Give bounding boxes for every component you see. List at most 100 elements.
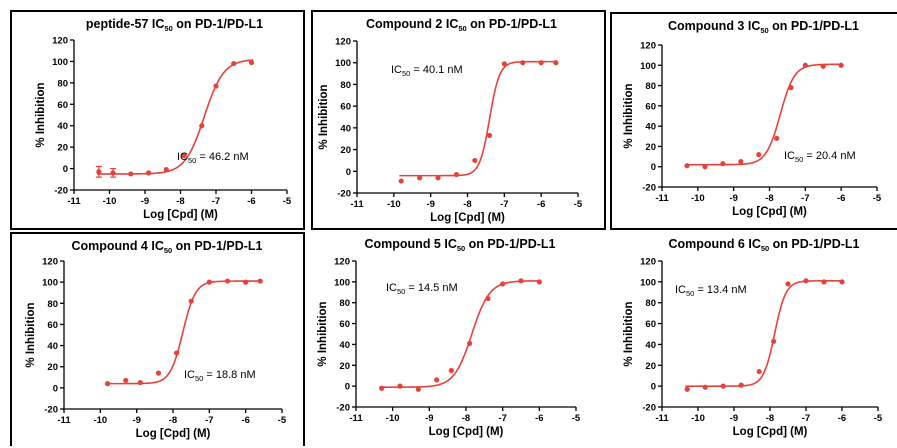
y-tick-label: 0 bbox=[651, 382, 656, 393]
ic50-value: = 20.4 nM bbox=[803, 150, 855, 162]
data-point bbox=[174, 350, 180, 356]
y-tick-label: 0 bbox=[53, 383, 58, 394]
x-tick-label: -8 bbox=[463, 199, 471, 210]
ic50-value: = 40.1 nM bbox=[410, 64, 462, 76]
y-tick-label: -20 bbox=[642, 183, 656, 194]
chart-title-rest: on PD-1/PD-L1 bbox=[467, 17, 557, 31]
data-point bbox=[774, 135, 780, 141]
chart-panel-compound-3: Compound 3 IC50 on PD-1/PD-L1 -20 0 20 40 60 8… bbox=[610, 12, 897, 230]
chart-title-subscript: 50 bbox=[457, 244, 465, 253]
y-tick-label: 0 bbox=[345, 382, 350, 393]
x-axis-label: Log [Cpd] (M) bbox=[143, 209, 218, 221]
ic50-value: = 14.5 nM bbox=[405, 282, 457, 294]
data-point bbox=[398, 178, 404, 184]
x-tick-label: -11 bbox=[67, 196, 81, 207]
x-tick-label: -10 bbox=[386, 413, 400, 424]
x-tick-label: -10 bbox=[103, 196, 117, 207]
x-tick-label: -11 bbox=[350, 199, 364, 210]
y-tick-label: 0 bbox=[63, 164, 68, 175]
x-tick-label: -6 bbox=[838, 413, 846, 424]
y-tick-label: 20 bbox=[339, 361, 350, 372]
data-point bbox=[821, 279, 827, 285]
y-tick-label: 100 bbox=[42, 278, 58, 289]
x-tick-label: -8 bbox=[766, 413, 774, 424]
x-tick-label: -8 bbox=[169, 415, 177, 426]
data-point bbox=[802, 62, 808, 68]
x-tick-label: -6 bbox=[535, 413, 543, 424]
chart-title-rest: on PD-1/PD-L1 bbox=[465, 237, 555, 251]
x-axis-label: Log [Cpd] (M) bbox=[733, 426, 808, 438]
y-tick-label: 100 bbox=[334, 277, 350, 288]
x-tick-label: -5 bbox=[283, 196, 292, 207]
chart-panel-peptide-57: peptide-57 IC50 on PD-1/PD-L1 -20 0 20 40 60 8… bbox=[10, 10, 305, 230]
data-point bbox=[188, 298, 194, 304]
data-point bbox=[137, 379, 143, 386]
y-tick-label: 40 bbox=[645, 340, 656, 351]
x-axis-label: Log [Cpd] (M) bbox=[732, 206, 807, 218]
x-tick-label: -6 bbox=[537, 199, 545, 210]
data-point bbox=[785, 281, 791, 287]
data-point bbox=[181, 153, 187, 159]
y-tick-label: 40 bbox=[47, 341, 58, 352]
chart-title-subscript: 50 bbox=[761, 244, 769, 253]
data-point bbox=[379, 385, 385, 391]
y-tick-label: 80 bbox=[645, 298, 656, 309]
data-point bbox=[771, 338, 777, 344]
data-point bbox=[487, 132, 493, 139]
data-point bbox=[110, 170, 116, 176]
data-point bbox=[397, 383, 403, 389]
chart-title-rest: on PD-1/PD-L1 bbox=[172, 239, 262, 253]
y-tick-label: 40 bbox=[645, 122, 656, 133]
chart-svg: Compound 5 IC50 on PD-1/PD-L1-2002040608… bbox=[317, 237, 581, 438]
chart-title-main: Compound 2 IC bbox=[366, 17, 458, 31]
data-point bbox=[820, 63, 826, 69]
x-tick-label: -11 bbox=[57, 415, 71, 426]
data-point bbox=[684, 386, 690, 392]
x-tick-label: -8 bbox=[462, 413, 470, 424]
y-tick-label: 60 bbox=[339, 319, 350, 330]
chart-title-rest: on PD-1/PD-L1 bbox=[769, 19, 859, 33]
y-axis-label: % Inhibition bbox=[25, 302, 37, 367]
x-tick-label: -5 bbox=[874, 413, 883, 424]
chart-title-main: Compound 4 IC bbox=[72, 239, 164, 253]
y-tick-label: 40 bbox=[339, 340, 350, 351]
y-tick-label: 120 bbox=[52, 36, 68, 47]
x-tick-label: -10 bbox=[691, 413, 705, 424]
chart-svg: Compound 6 IC50 on PD-1/PD-L1-2002040608… bbox=[623, 237, 883, 438]
data-point bbox=[163, 167, 169, 173]
data-point bbox=[243, 279, 249, 285]
data-point bbox=[756, 368, 762, 375]
x-tick-label: -7 bbox=[802, 413, 810, 424]
data-point bbox=[702, 384, 708, 390]
data-point bbox=[756, 151, 762, 158]
y-tick-label: 100 bbox=[52, 57, 68, 68]
y-tick-label: -20 bbox=[337, 189, 351, 200]
y-tick-label: 120 bbox=[640, 41, 656, 52]
fit-curve bbox=[379, 280, 542, 388]
data-point bbox=[518, 278, 524, 284]
fit-curve bbox=[685, 280, 844, 387]
x-tick-label: -11 bbox=[655, 413, 669, 424]
y-tick-label: 20 bbox=[645, 361, 656, 372]
fit-curve bbox=[97, 59, 254, 175]
x-tick-label: -6 bbox=[837, 193, 845, 204]
y-axis-label: % Inhibition bbox=[318, 84, 330, 149]
chart-title: Compound 6 IC50 on PD-1/PD-L1 bbox=[669, 237, 860, 253]
x-tick-label: -7 bbox=[498, 413, 506, 424]
x-tick-label: -7 bbox=[205, 415, 213, 426]
data-point bbox=[788, 85, 794, 91]
data-point bbox=[96, 169, 102, 175]
data-point bbox=[684, 163, 690, 169]
data-point bbox=[838, 62, 844, 68]
x-tick-label: -9 bbox=[730, 413, 738, 424]
x-tick-label: -7 bbox=[212, 196, 220, 207]
ic50-label: IC bbox=[184, 369, 195, 381]
x-tick-label: -7 bbox=[801, 193, 809, 204]
data-point bbox=[123, 377, 129, 384]
chart-panel-compound-4: Compound 4 IC50 on PD-1/PD-L1 -20 0 20 40 60 8… bbox=[10, 232, 305, 446]
y-axis-label: % Inhibition bbox=[317, 301, 329, 366]
data-point bbox=[435, 175, 441, 181]
chart-svg: peptide-57 IC50 on PD-1/PD-L1-2002040608… bbox=[35, 17, 292, 221]
y-tick-label: 20 bbox=[340, 145, 351, 156]
ic50-annotation: IC50 = 13.4 nM bbox=[675, 284, 747, 298]
